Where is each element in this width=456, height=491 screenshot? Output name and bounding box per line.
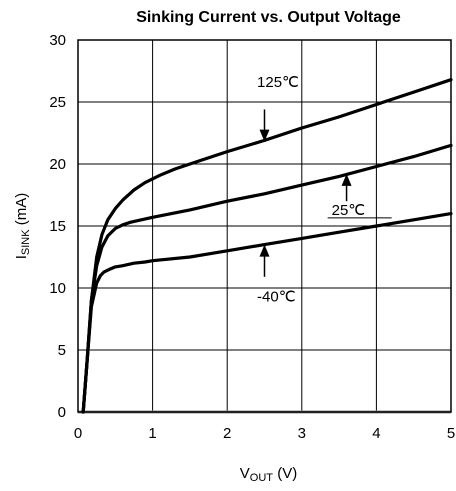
y-tick-label: 20 [49, 156, 66, 173]
plot-frame [77, 39, 452, 413]
y-tick-label: 15 [49, 218, 66, 235]
x-axis-label: VOUT (V) [240, 465, 297, 484]
y-axis-label: ISINK (mA) [13, 193, 32, 260]
y-axis-label-sub: SINK [20, 229, 32, 255]
x-tick-label: 2 [223, 425, 231, 442]
series-label: 25℃ [332, 202, 366, 219]
y-tick-label: 30 [49, 32, 66, 49]
x-axis-ticks: 0 1 2 3 4 5 [74, 425, 455, 442]
x-tick-label: 0 [74, 425, 82, 442]
series-line-0 [81, 78, 453, 414]
x-axis-label-unit: (V) [273, 465, 297, 482]
x-tick-label: 1 [148, 425, 156, 442]
y-axis-label-main: I [13, 255, 30, 259]
y-tick-label: 0 [58, 404, 66, 421]
x-tick-label: 5 [447, 425, 455, 442]
annotation-arrow-head [259, 129, 270, 142]
annotation-arrow-head [341, 173, 352, 186]
grid [78, 40, 451, 414]
x-tick-label: 3 [298, 425, 306, 442]
x-axis-label-sub: OUT [250, 472, 274, 484]
series-layer [81, 78, 453, 414]
y-tick-label: 10 [49, 280, 66, 297]
y-tick-label: 5 [58, 342, 66, 359]
series-line-2 [81, 212, 453, 414]
y-tick-label: 25 [49, 94, 66, 111]
y-axis-ticks: 0 5 10 15 20 25 30 [49, 32, 66, 421]
chart-title: Sinking Current vs. Output Voltage [136, 9, 401, 26]
x-axis-label-main: V [240, 465, 250, 482]
x-tick-label: 4 [372, 425, 380, 442]
y-axis-label-unit: (mA) [13, 193, 30, 230]
series-label: 125℃ [257, 74, 299, 91]
series-label: -40℃ [257, 289, 296, 306]
annotation-arrow-head [259, 244, 270, 257]
annotations: 125℃ 25℃ -40℃ [257, 74, 392, 306]
series-line-1 [81, 143, 453, 414]
